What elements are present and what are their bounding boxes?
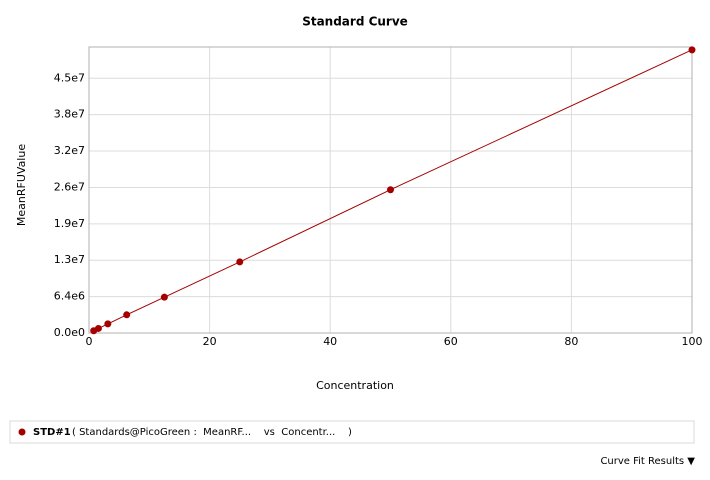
x-axis-label: Concentration [316,379,394,392]
y-tick-label: 2.6e7 [54,180,85,193]
y-tick-label: 3.8e7 [54,108,85,121]
legend-entry: STD#1 [33,427,71,438]
legend-description: ( Standards@PicoGreen : MeanRF... vs Con… [72,427,352,438]
data-point [387,186,394,194]
data-point [104,320,112,328]
data-point [236,258,244,266]
x-tick-label: 0 [86,335,93,348]
y-tick-label: 4.5e7 [54,71,85,84]
y-tick-label: 0.0e0 [54,326,85,339]
x-tick-label: 100 [682,335,703,348]
y-tick-label: 3.2e7 [54,144,85,157]
y-tick-label: 1.9e7 [54,217,85,230]
x-tick-label: 40 [323,335,337,348]
x-tick-label: 80 [564,335,578,348]
plot-border [88,46,693,334]
curve-fit-button[interactable]: Curve Fit Results ▼ [600,456,695,467]
data-point [688,46,696,54]
y-axis-label: MeanRFUValue [15,144,28,226]
data-point [123,311,131,319]
y-tick-label: 6.4e6 [54,290,85,303]
legend-marker [18,428,26,436]
x-tick-label: 20 [203,335,217,348]
chart-title: Standard Curve [302,15,408,29]
data-point [160,293,168,301]
legend-box [9,420,695,444]
y-tick-label: 1.3e7 [54,253,85,266]
data-point [94,324,102,332]
x-tick-label: 60 [444,335,458,348]
